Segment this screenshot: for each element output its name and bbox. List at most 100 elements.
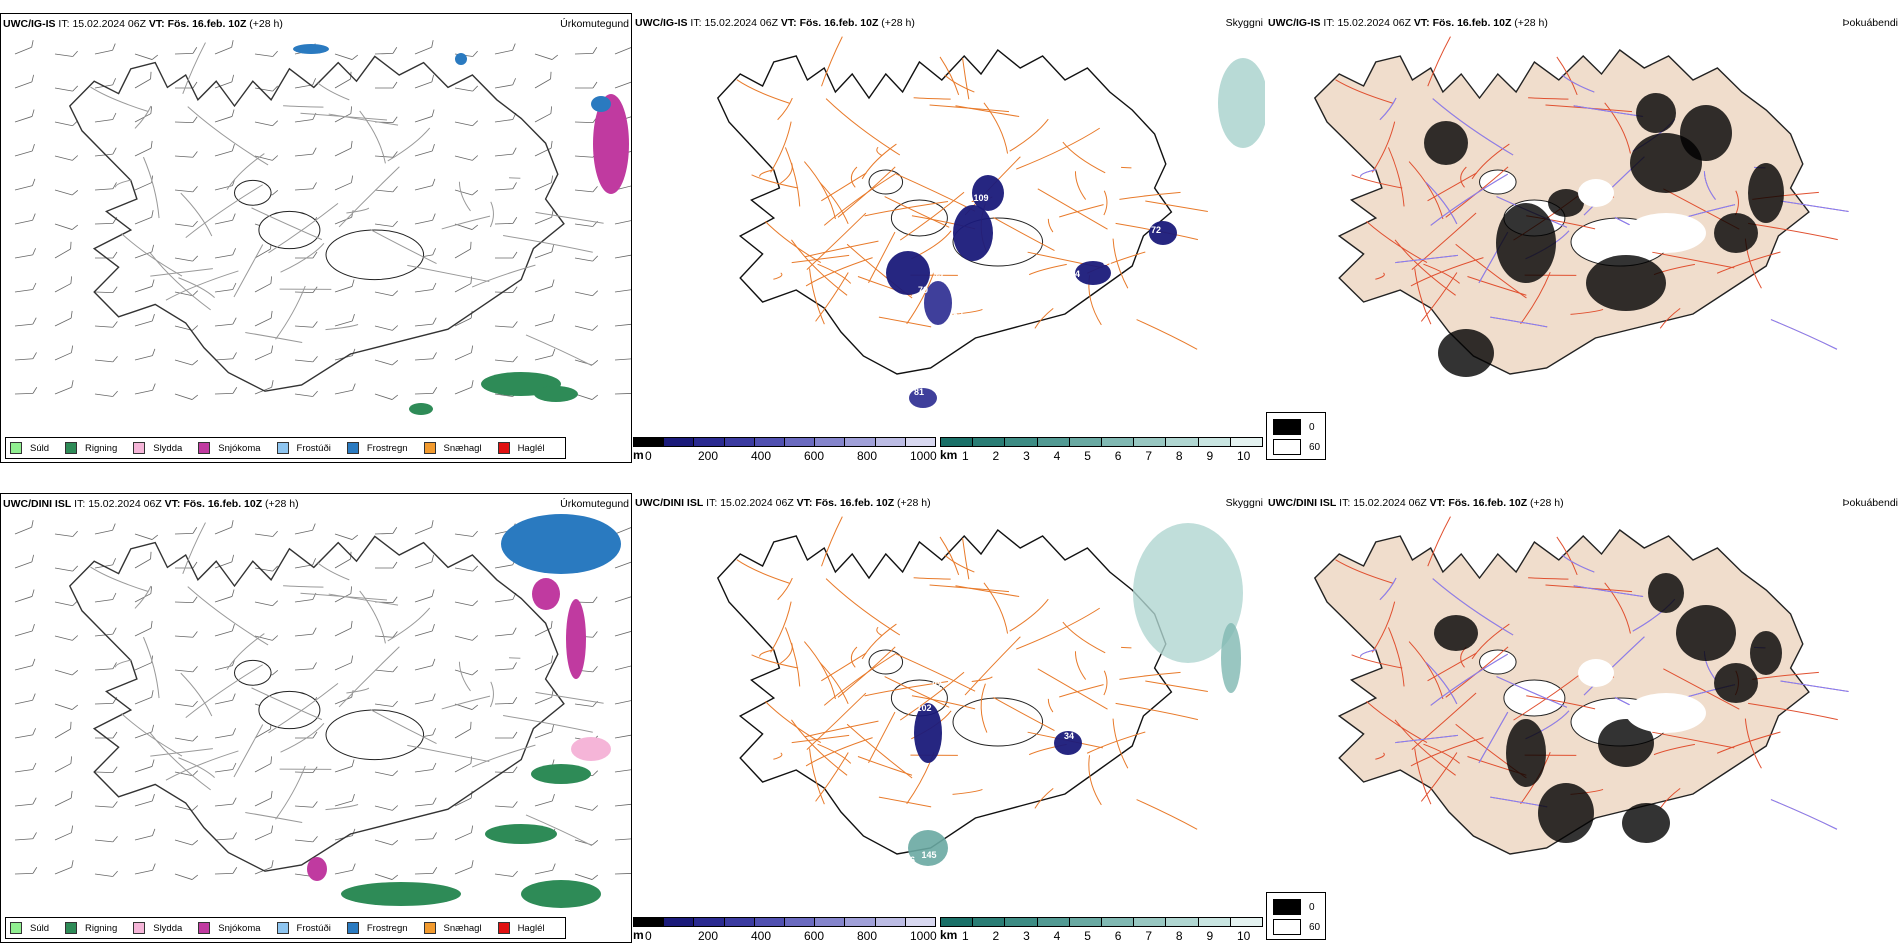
wind-barb-shaft [534,662,552,671]
wind-barb-flag [432,352,437,359]
wind-barb [294,558,316,569]
wind-barb [374,839,399,846]
wind-barb-flag [431,109,435,117]
road-line [149,732,211,791]
wind-barb [534,210,554,225]
wind-barb-shaft [494,222,514,225]
wind-barb [575,81,598,89]
wind-barb [134,244,155,259]
wind-barb [414,109,435,123]
wind-barb [94,147,117,157]
wind-barb-flag [72,635,79,641]
wind-barb [334,314,355,327]
wind-barb-shaft [454,728,471,739]
road-line [1716,251,1781,274]
wind-barb [214,144,235,157]
wind-barb [54,860,74,875]
road-line [325,324,359,331]
wind-barb-shaft [54,635,73,641]
legend-swatch [276,442,289,454]
wind-barb [54,669,79,676]
road-line [150,268,213,277]
wind-barb [174,805,199,811]
wind-barb-flag [472,669,479,676]
wind-barb [374,805,399,811]
wind-barb-shaft [54,121,73,127]
legend-item: Snjókoma [198,442,261,454]
wind-barb [174,255,198,262]
wind-barb-shaft [294,291,314,294]
wind-barb-flag [551,724,555,732]
wind-barb [414,282,437,293]
wind-barb-flag [392,116,398,123]
fog-free-area [1626,213,1706,253]
cloud-map: 109 95 72 94 87 99 70 81 102 52 14 [716,36,1265,408]
wind-barb [14,317,37,327]
colorbar-tick-label: 7 [1145,929,1153,943]
wind-barb-shaft [174,635,193,638]
fog-free-area [1626,693,1706,733]
colorbar-tick-label: 0 [645,929,652,943]
road-line [906,272,935,325]
wind-barb-shaft [574,873,593,880]
wind-barb-flag [192,255,198,262]
road-line [1432,98,1514,156]
road-line [773,752,783,760]
wind-barb-shaft [294,633,313,637]
wind-barb [614,526,631,535]
colorbar-tick-label: 3 [1023,449,1030,463]
wind-barb-flag [270,276,273,284]
wind-barb-shaft [254,87,273,92]
visibility-colorbar: km 1 2 3 4 5 6 7 8 9 10 [940,915,1265,943]
wind-barb-shaft [94,771,114,774]
wind-barb [54,721,72,739]
wind-barb-shaft [414,46,432,55]
wind-barb [54,565,78,572]
legend-swatch [133,922,146,934]
wind-barb-flag [192,561,198,569]
glacier-outline [1503,679,1566,717]
wind-barb-shaft [94,188,113,191]
road-line [1359,169,1377,177]
road-line [1074,651,1087,680]
wind-barb [14,109,35,123]
wind-barb-shaft [614,81,631,89]
wind-barb-flag [272,600,279,607]
road-line [245,331,303,343]
wind-barb [494,592,517,603]
wind-barb [254,276,273,293]
road-line [1652,251,1735,269]
road-line [1009,598,1049,632]
road-line [185,664,263,719]
wind-barb-flag [271,825,274,833]
wind-barb-flag [312,627,317,635]
wind-barb-flag [31,144,35,152]
wind-barb [94,697,118,705]
road-line [1528,577,1569,580]
road-line [791,734,850,744]
road-line [1371,601,1396,653]
wind-barb-flag [112,558,116,566]
wind-barb-flag [192,47,198,54]
wind-barb-shaft [94,529,113,535]
wind-barb [134,586,153,603]
wind-barb-shaft [174,393,193,400]
wind-barb [454,860,474,875]
wind-barb [334,140,353,157]
wind-barb-shaft [614,803,631,807]
cloud-value-label: 87 [1103,257,1113,267]
cloud-value-label: 18 [1196,735,1206,745]
wind-barb-flag [471,224,479,230]
road-line [980,683,988,733]
wind-barb [374,666,398,673]
road-line [275,285,306,340]
colorbar-tick-label: 10 [1237,449,1251,463]
wind-barb-shaft [254,248,271,259]
wind-barb [375,561,398,569]
road-line [1528,97,1569,100]
road-line [1375,752,1385,760]
wind-barb-shaft [174,155,193,158]
wind-barb-shaft [574,257,593,262]
wind-barb [494,356,518,363]
fog-area [1506,719,1546,787]
